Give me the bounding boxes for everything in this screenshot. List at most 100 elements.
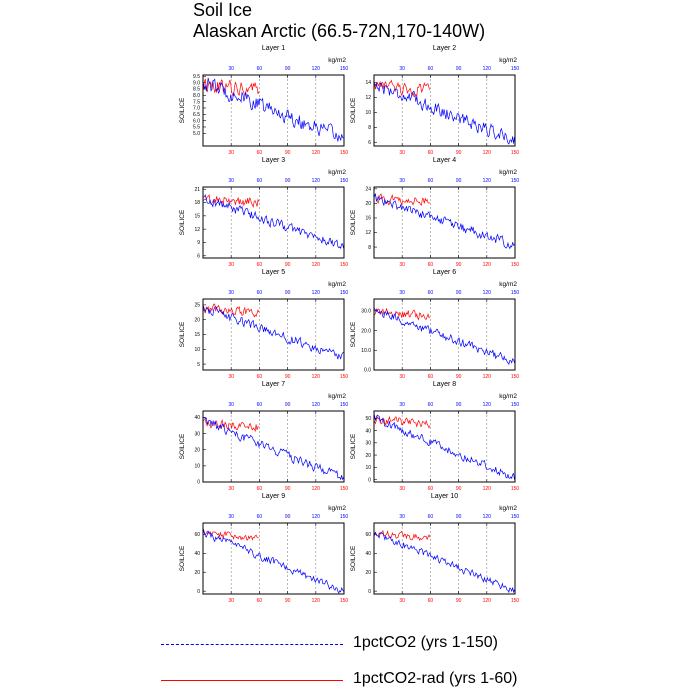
- panel-7: Layer 7 kg/m2 30 30 60 60 90 90 120 120 150 150 0 10 2…: [179, 381, 348, 492]
- series-line-blue: [203, 305, 344, 360]
- bottom-tick-label: 30: [228, 150, 234, 156]
- y-tick-label: 0: [368, 589, 371, 595]
- y-tick-label: 6: [197, 253, 200, 259]
- bottom-tick-label: 150: [340, 262, 349, 268]
- series-line-red: [203, 193, 260, 208]
- panel-title: Layer 8: [433, 381, 456, 388]
- top-tick-label: 120: [312, 66, 321, 72]
- y-tick-label: 8: [368, 125, 371, 131]
- series-line-blue: [374, 531, 515, 594]
- y-tick-label: 20: [194, 317, 200, 323]
- y-tick-label: 21: [194, 187, 200, 193]
- y-tick-label: 12: [365, 95, 371, 101]
- series-line-blue: [203, 77, 344, 142]
- top-tick-label: 90: [285, 178, 291, 184]
- bottom-tick-label: 150: [511, 598, 520, 604]
- y-tick-label: 9.5: [193, 74, 200, 80]
- series-line-red: [203, 419, 260, 433]
- top-tick-label: 60: [257, 514, 263, 520]
- y-tick-label: 60: [194, 532, 200, 538]
- y-tick-label: 20: [194, 570, 200, 576]
- top-tick-label: 120: [483, 66, 492, 72]
- y-tick-label: 12: [365, 230, 371, 236]
- bottom-tick-label: 60: [257, 598, 263, 604]
- top-tick-label: 150: [511, 290, 520, 296]
- y-tick-label: 25: [194, 303, 200, 309]
- panel-10: Layer 10 kg/m2 30 30 60 60 90 90 120 120 150 150 0 20…: [350, 493, 519, 604]
- top-tick-label: 120: [483, 178, 492, 184]
- y-axis-label: SOILICE: [179, 321, 186, 347]
- y-tick-label: 16: [365, 216, 371, 222]
- top-tick-label: 90: [456, 178, 462, 184]
- bottom-tick-label: 30: [399, 262, 405, 268]
- top-tick-label: 120: [312, 290, 321, 296]
- y-tick-label: 10: [194, 347, 200, 353]
- top-tick-label: 120: [312, 402, 321, 408]
- top-tick-label: 90: [456, 290, 462, 296]
- y-tick-label: 20: [194, 447, 200, 453]
- top-tick-label: 120: [312, 178, 321, 184]
- y-tick-label: 10.0: [361, 348, 371, 354]
- top-tick-label: 30: [228, 66, 234, 72]
- panel-title: Layer 5: [262, 269, 285, 276]
- top-tick-label: 60: [428, 66, 434, 72]
- units-label: kg/m2: [499, 281, 517, 288]
- panel-6: Layer 6 kg/m2 30 30 60 60 90 90 120 120 150 150 0.0 1…: [350, 269, 519, 380]
- bottom-tick-label: 150: [340, 150, 349, 156]
- bottom-tick-label: 150: [340, 486, 349, 492]
- bottom-tick-label: 30: [228, 262, 234, 268]
- bottom-tick-label: 30: [228, 374, 234, 380]
- bottom-tick-label: 60: [428, 598, 434, 604]
- bottom-tick-label: 60: [428, 486, 434, 492]
- panel-frame: [202, 522, 345, 595]
- bottom-tick-label: 90: [285, 374, 291, 380]
- series-line-red: [374, 415, 431, 429]
- bottom-tick-label: 90: [456, 374, 462, 380]
- y-tick-label: 0: [197, 589, 200, 595]
- y-tick-label: 0: [197, 480, 200, 486]
- bottom-tick-label: 150: [511, 486, 520, 492]
- y-tick-label: 40: [365, 428, 371, 434]
- series-line-blue: [374, 414, 515, 480]
- series-line-blue: [203, 416, 344, 481]
- panel-title: Layer 9: [262, 493, 285, 500]
- y-tick-label: 12: [194, 227, 200, 233]
- y-tick-label: 6.5: [193, 112, 200, 118]
- y-axis-label: SOILICE: [350, 433, 357, 459]
- bottom-tick-label: 90: [285, 486, 291, 492]
- series-line-red: [374, 307, 431, 321]
- bottom-tick-label: 150: [511, 262, 520, 268]
- panel-title: Layer 3: [262, 157, 285, 164]
- series-line-red: [203, 303, 260, 318]
- bottom-tick-label: 150: [511, 374, 520, 380]
- bottom-tick-label: 120: [483, 374, 492, 380]
- panel-title: Layer 7: [262, 381, 285, 388]
- top-tick-label: 120: [483, 402, 492, 408]
- bottom-tick-label: 120: [483, 598, 492, 604]
- top-tick-label: 60: [428, 178, 434, 184]
- top-tick-label: 60: [257, 178, 263, 184]
- y-tick-label: 7.0: [193, 106, 200, 112]
- y-tick-label: 0: [368, 477, 371, 483]
- y-tick-label: 10: [194, 464, 200, 470]
- y-tick-label: 40: [194, 415, 200, 421]
- y-tick-label: 0.0: [364, 368, 371, 374]
- top-tick-label: 120: [483, 290, 492, 296]
- top-tick-label: 120: [312, 514, 321, 520]
- units-label: kg/m2: [499, 393, 517, 400]
- bottom-tick-label: 60: [257, 374, 263, 380]
- panel-title: Layer 6: [433, 269, 456, 276]
- bottom-tick-label: 60: [428, 262, 434, 268]
- bottom-tick-label: 150: [511, 150, 520, 156]
- panel-frame: [373, 298, 516, 371]
- y-tick-label: 40: [365, 551, 371, 557]
- top-tick-label: 90: [456, 514, 462, 520]
- top-tick-label: 30: [399, 514, 405, 520]
- y-tick-label: 20: [365, 453, 371, 459]
- bottom-tick-label: 30: [399, 150, 405, 156]
- series-line-red: [203, 530, 260, 541]
- series-line-blue: [203, 194, 344, 250]
- panel-8: Layer 8 kg/m2 30 30 60 60 90 90 120 120 150 150 0 10 2…: [350, 381, 519, 492]
- legend-label: 1pctCO2-rad (yrs 1-60): [353, 670, 518, 687]
- top-tick-label: 60: [428, 514, 434, 520]
